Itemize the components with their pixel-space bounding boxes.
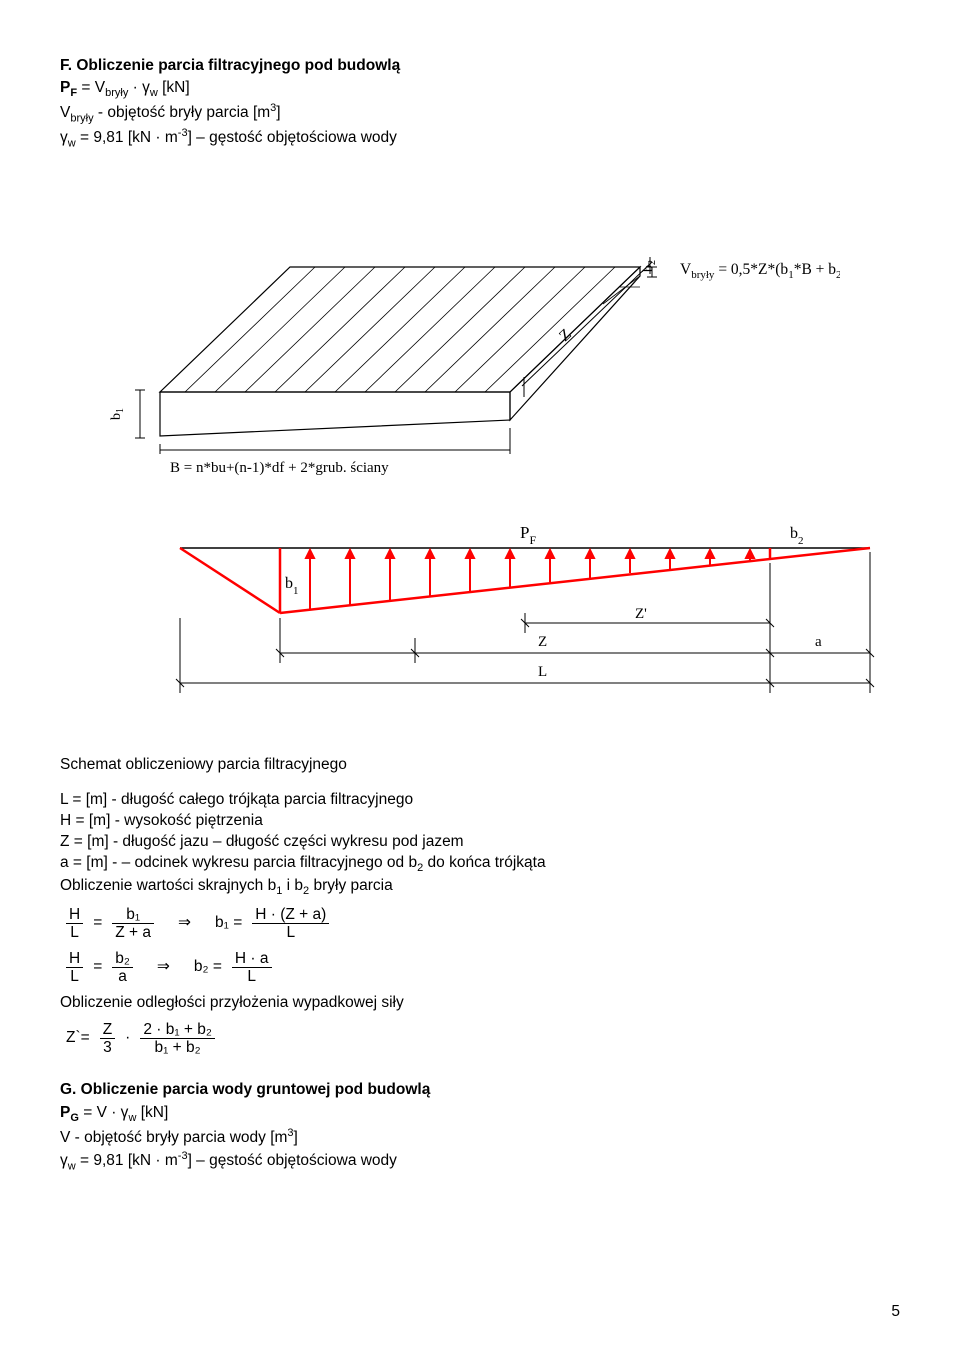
svg-text:b1: b1 — [285, 575, 299, 597]
svg-text:B = n*bu+(n-1)*df + 2*grub. śc: B = n*bu+(n-1)*df + 2*grub. ściany — [170, 460, 389, 476]
ggw: γ — [60, 1152, 68, 1169]
svg-text:b2: b2 — [790, 525, 804, 547]
vb-sub: bryły — [105, 88, 128, 100]
pgr: = V · γ — [79, 1104, 129, 1121]
def-skrajne: Obliczenie wartości skrajnych b1 i b2 br… — [60, 876, 900, 899]
svg-text:Z': Z' — [635, 606, 647, 622]
l5a: Obliczenie wartości skrajnych b — [60, 877, 276, 894]
svg-text:Vbryły = 0,5*Z*(b1*B + b2*B): Vbryły = 0,5*Z*(b1*B + b2*B) — [680, 261, 840, 281]
pf-eq: = V — [77, 79, 105, 96]
pf-formula-line: PF = Vbryły · γw [kN] — [60, 78, 900, 101]
gwe: -3 — [178, 127, 188, 139]
v-line: V - objętość bryły parcia wody [m3] — [60, 1126, 900, 1149]
gwr: ] – gęstość objętościowa wody — [188, 130, 397, 147]
svg-text:PF: PF — [520, 523, 536, 547]
pgs: G — [70, 1112, 79, 1124]
def-Z: Z = [m] - długość jazu – długość części … — [60, 832, 900, 853]
equation-zprime: Z`= Z3 · 2 · b₁ + b₂b₁ + b₂ — [60, 1020, 900, 1058]
gwv: = 9,81 [kN · m — [76, 130, 178, 147]
section-g-heading: G. Obliczenie parcia wody gruntowej pod … — [60, 1080, 900, 1101]
ggwv: = 9,81 [kN · m — [76, 1152, 178, 1169]
def-a: a = [m] - – odcinek wykresu parcia filtr… — [60, 853, 900, 876]
svg-text:Z: Z — [538, 634, 547, 650]
svg-text:b1: b1 — [109, 408, 126, 420]
gw-sub: w — [150, 88, 158, 100]
equation-b1: HL = b₁Z + a ⇒ b₁ = H · (Z + a)L — [60, 905, 900, 943]
def-a-a: a = [m] - – odcinek wykresu parcia filtr… — [60, 854, 417, 871]
svg-text:a: a — [815, 634, 822, 650]
force-line: Obliczenie odległości przyłożenia wypadk… — [60, 993, 900, 1014]
page-number: 5 — [891, 1302, 900, 1323]
ggws: w — [68, 1160, 76, 1172]
gw: γ — [60, 130, 68, 147]
l5b: i b — [282, 877, 303, 894]
def-L: L = [m] - długość całego trójkąta parcia… — [60, 790, 900, 811]
ggwe: -3 — [178, 1150, 188, 1162]
kn: [kN] — [158, 79, 190, 96]
section-f-heading: F. Obliczenie parcia filtracyjnego pod b… — [60, 56, 900, 77]
diagram-2d-triangle: PF b1 b2 Z' Z a L — [60, 518, 900, 745]
pf: P — [60, 79, 70, 96]
diagram-3d-slab: b1 b2 Z Vbryły = 0,5*Z*(b1*B + b2*B) B =… — [60, 172, 900, 499]
vbd: - objętość bryły parcia [m — [94, 105, 271, 122]
v: V — [60, 105, 70, 122]
vbend: ] — [276, 105, 280, 122]
def-H: H = [m] - wysokość piętrzenia — [60, 811, 900, 832]
l5c: bryły parcia — [309, 877, 393, 894]
pg: P — [60, 1104, 70, 1121]
def-a-b: do końca trójkąta — [423, 854, 545, 871]
vl: V - objętość bryły parcia wody [m — [60, 1129, 287, 1146]
diagram-2d-caption: Schemat obliczeniowy parcia filtracyjneg… — [60, 755, 900, 776]
svg-text:Z: Z — [556, 325, 575, 344]
vbs: bryły — [70, 113, 93, 125]
vend: ] — [294, 1129, 298, 1146]
svg-text:L: L — [538, 664, 547, 680]
ggwr: ] – gęstość objętościowa wody — [188, 1152, 397, 1169]
equation-b2: HL = b₂a ⇒ b₂ = H · aL — [60, 949, 900, 987]
pg-formula: PG = V · γw [kN] — [60, 1103, 900, 1126]
pgkn: [kN] — [136, 1104, 168, 1121]
gws: w — [68, 138, 76, 150]
gw-line-g: γw = 9,81 [kN · m-3] – gęstość objętości… — [60, 1149, 900, 1174]
gw-line: γw = 9,81 [kN · m-3] – gęstość objętości… — [60, 126, 900, 151]
vbryly-line: Vbryły - objętość bryły parcia [m3] — [60, 101, 900, 126]
dot-gw: · γ — [128, 79, 150, 96]
